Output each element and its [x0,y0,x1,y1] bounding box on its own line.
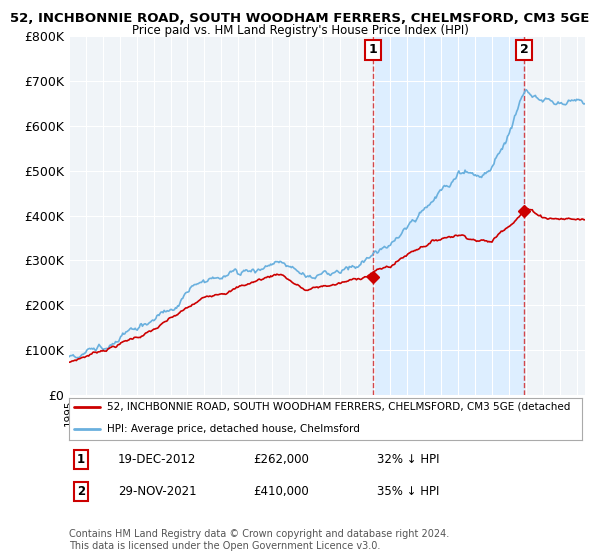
Text: £262,000: £262,000 [254,453,310,466]
Text: 52, INCHBONNIE ROAD, SOUTH WOODHAM FERRERS, CHELMSFORD, CM3 5GE: 52, INCHBONNIE ROAD, SOUTH WOODHAM FERRE… [10,12,590,25]
Text: HPI: Average price, detached house, Chelmsford: HPI: Average price, detached house, Chel… [107,424,361,434]
Text: 2: 2 [520,43,529,57]
Text: 1: 1 [368,43,377,57]
Text: £410,000: £410,000 [254,485,310,498]
Text: 2: 2 [77,485,85,498]
Bar [373,36,524,395]
Text: 1: 1 [77,453,85,466]
Text: 29-NOV-2021: 29-NOV-2021 [118,485,196,498]
Text: 19-DEC-2012: 19-DEC-2012 [118,453,196,466]
Text: 52, INCHBONNIE ROAD, SOUTH WOODHAM FERRERS, CHELMSFORD, CM3 5GE (detached: 52, INCHBONNIE ROAD, SOUTH WOODHAM FERRE… [107,402,571,412]
Text: Contains HM Land Registry data © Crown copyright and database right 2024.
This d: Contains HM Land Registry data © Crown c… [69,529,449,551]
Text: 35% ↓ HPI: 35% ↓ HPI [377,485,439,498]
Text: Price paid vs. HM Land Registry's House Price Index (HPI): Price paid vs. HM Land Registry's House … [131,24,469,37]
Text: 32% ↓ HPI: 32% ↓ HPI [377,453,439,466]
